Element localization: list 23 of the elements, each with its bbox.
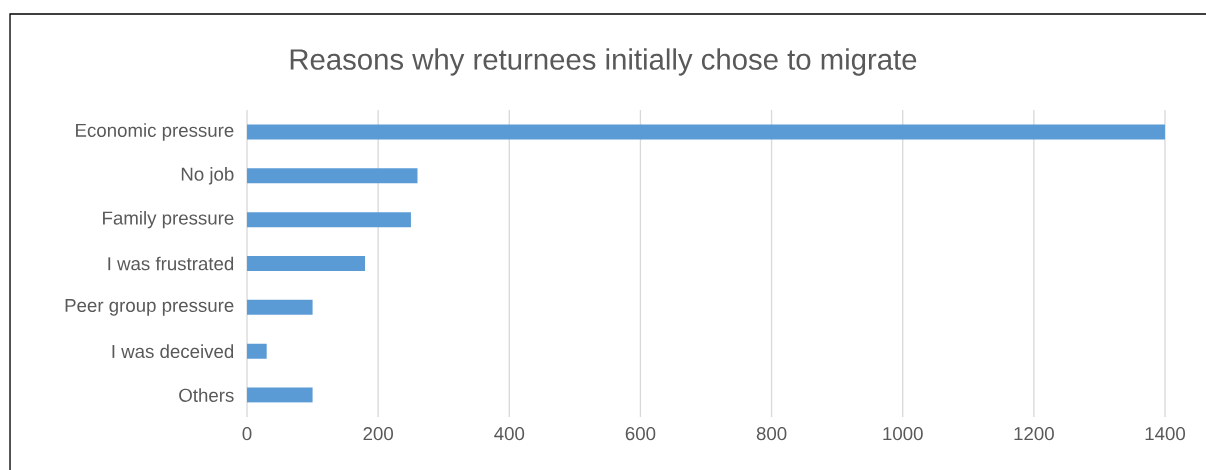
bar: [247, 256, 366, 271]
bar: [247, 343, 267, 359]
bar: [247, 124, 1165, 140]
x-tick-label: 600: [625, 427, 656, 441]
bar: [247, 387, 313, 403]
y-tick-label: Others: [179, 388, 234, 402]
y-tick-label: I was deceived: [112, 344, 234, 359]
y-tick-label: Peer group pressure: [65, 299, 234, 316]
x-tick-label: 1200: [1014, 427, 1054, 441]
bar: [247, 212, 411, 228]
y-tick-label: No job: [181, 167, 234, 185]
y-tick-label: Family pressure: [103, 210, 234, 229]
y-tick-label: I was frustrated: [108, 256, 234, 271]
y-tick-label: Economic pressure: [76, 123, 234, 141]
x-tick-label: 1000: [883, 427, 923, 441]
x-tick-label: 200: [363, 427, 393, 441]
chart-title: Reasons why returnees initially chose to migrate: [290, 48, 917, 76]
x-tick-label: 800: [756, 427, 787, 441]
x-tick-label: 400: [494, 427, 525, 441]
bar: [247, 299, 313, 315]
x-tick-label: 1400: [1145, 427, 1186, 441]
x-tick-label: 0: [242, 427, 252, 441]
bar: [247, 168, 418, 184]
